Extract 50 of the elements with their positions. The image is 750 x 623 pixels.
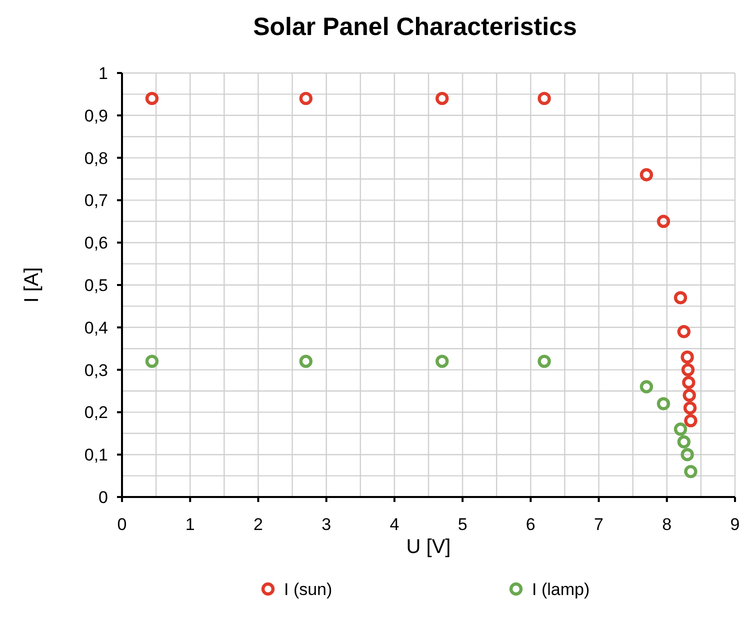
point — [683, 401, 697, 415]
point — [681, 363, 695, 376]
point — [677, 435, 691, 448]
point — [680, 350, 694, 364]
y-tick-label: 1 — [98, 64, 108, 83]
point — [656, 214, 670, 228]
point — [656, 397, 670, 410]
x-tick-label: 4 — [390, 515, 400, 534]
legend-label: I (lamp) — [532, 580, 590, 599]
x-tick-label: 3 — [322, 515, 332, 534]
x-tick-label: 0 — [117, 515, 127, 534]
point — [640, 380, 654, 394]
point — [674, 422, 688, 436]
point — [677, 325, 691, 338]
y-tick-label: 0,2 — [84, 403, 108, 422]
point — [684, 464, 698, 478]
point — [145, 354, 159, 368]
point — [682, 376, 696, 390]
chart-title: Solar Panel Characteristics — [253, 13, 577, 41]
point — [299, 92, 312, 106]
x-tick-label: 2 — [253, 515, 263, 534]
y-tick-label: 0,8 — [84, 148, 108, 168]
point — [682, 388, 696, 402]
y-tick-label: 0,7 — [84, 191, 108, 210]
point — [436, 92, 449, 106]
point — [436, 354, 449, 368]
x-tick-label: 1 — [185, 515, 195, 534]
point — [684, 414, 698, 428]
y-tick-label: 0 — [98, 488, 108, 507]
y-tick-label: 0,4 — [84, 318, 108, 338]
y-tick-label: 0,9 — [84, 106, 108, 126]
point — [299, 354, 312, 368]
y-tick-label: 0,5 — [84, 276, 108, 295]
y-tick-label: 0,6 — [84, 234, 108, 253]
x-tick-label: 6 — [526, 515, 536, 534]
y-tick-label: 0,1 — [84, 446, 108, 465]
point — [640, 168, 654, 182]
x-tick-label: 8 — [662, 515, 672, 534]
y-axis-title: I [A] — [21, 267, 43, 303]
x-tick-label: 7 — [594, 515, 604, 534]
point — [145, 92, 159, 106]
point — [674, 291, 688, 304]
point — [538, 354, 551, 368]
x-axis-title: U [V] — [406, 536, 451, 558]
x-tick-label: 5 — [458, 515, 468, 534]
legend-label: I (sun) — [284, 580, 332, 599]
x-tick-label: 9 — [730, 515, 740, 534]
point — [538, 92, 551, 106]
point — [680, 448, 694, 462]
y-tick-label: 0,3 — [84, 360, 108, 380]
